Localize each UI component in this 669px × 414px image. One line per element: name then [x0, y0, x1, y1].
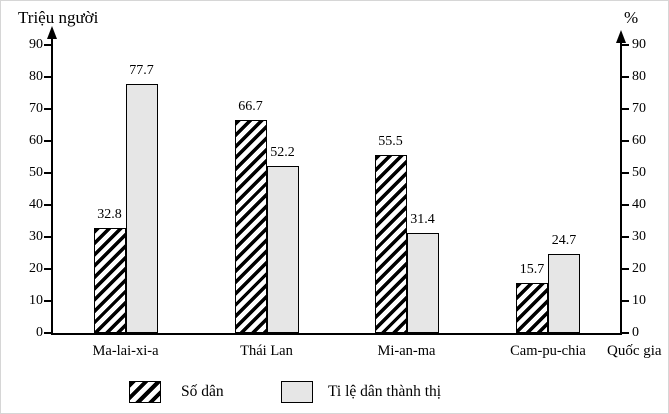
value-label: 66.7: [238, 98, 263, 114]
y-axis-right-tick-label: 10: [632, 293, 646, 308]
y-axis-left-tick: [44, 140, 51, 142]
category-label: Cam-pu-chia: [510, 343, 586, 359]
y-axis-right-tick-label: 60: [632, 133, 646, 148]
y-axis-left-tick: [44, 108, 51, 110]
bar-urban-rate-Cam-pu-chia: [548, 253, 580, 333]
y-axis-right-tick: [622, 108, 629, 110]
value-label: 55.5: [378, 134, 403, 150]
y-axis-left-tick-label: 80: [29, 69, 43, 84]
value-label: 31.4: [410, 211, 435, 227]
y-axis-left-line: [51, 37, 53, 335]
bar-urban-rate-Mi-an-ma: [406, 232, 439, 333]
y-axis-right-tick: [622, 44, 629, 46]
value-label: 24.7: [551, 232, 577, 248]
y-axis-left-arrow: [47, 26, 57, 39]
y-axis-right-tick: [622, 204, 629, 206]
x-axis-line: [51, 333, 622, 335]
y-axis-left-tick: [44, 332, 51, 334]
bar-urban-rate-Ma-lai-xi-a: [125, 84, 158, 333]
y-axis-left-tick: [44, 204, 51, 206]
category-label: Thái Lan: [240, 343, 293, 359]
y-axis-left-tick-label: 70: [29, 101, 43, 116]
left-axis-title: Triệu người: [18, 8, 99, 27]
y-axis-right-line: [620, 41, 622, 335]
value-label: 52.2: [270, 144, 295, 160]
y-axis-right-tick: [622, 76, 629, 78]
y-axis-left-tick-label: 0: [36, 325, 43, 340]
y-axis-right-tick: [622, 332, 629, 334]
y-axis-left-tick-label: 60: [29, 133, 43, 148]
y-axis-right-tick-label: 80: [632, 69, 646, 84]
y-axis-left-tick: [44, 268, 51, 270]
y-axis-right-tick: [622, 300, 629, 302]
y-axis-right-tick-label: 70: [632, 101, 646, 116]
y-axis-right-tick-label: 20: [632, 261, 646, 276]
category-label: Ma-lai-xi-a: [92, 343, 159, 359]
y-axis-left-tick-label: 40: [29, 197, 43, 212]
category-label: Mi-an-ma: [377, 343, 436, 359]
y-axis-right-tick-label: 0: [632, 325, 639, 340]
y-axis-right-tick-label: 40: [632, 197, 646, 212]
y-axis-right-tick: [622, 268, 629, 270]
y-axis-left-tick: [44, 172, 51, 174]
right-axis-title: %: [624, 8, 639, 27]
y-axis-right-arrow: [616, 30, 626, 43]
legend-swatch-population: [129, 381, 161, 403]
y-axis-left-tick-label: 20: [29, 261, 43, 276]
y-axis-left-tick: [44, 76, 51, 78]
bar-population-Cam-pu-chia: [516, 282, 548, 333]
legend-label-urban-rate: Ti lệ dân thành thị: [328, 383, 442, 400]
bar-urban-rate-Thái Lan: [266, 165, 299, 333]
y-axis-left-tick-label: 10: [29, 293, 43, 308]
y-axis-left-tick-label: 90: [29, 37, 43, 52]
y-axis-right-tick: [622, 236, 629, 238]
bar-population-Ma-lai-xi-a: [93, 228, 126, 333]
y-axis-left-tick: [44, 300, 51, 302]
value-label: 32.8: [97, 207, 122, 223]
y-axis-right-tick-label: 30: [632, 229, 646, 244]
legend-label-population: Số dân: [181, 383, 224, 400]
y-axis-left-tick-label: 50: [29, 165, 43, 180]
x-axis-title: Quốc gia: [607, 343, 662, 359]
y-axis-right-tick-label: 90: [632, 37, 646, 52]
bar-population-Mi-an-ma: [374, 155, 407, 333]
y-axis-right-tick: [622, 172, 629, 174]
y-axis-left-tick: [44, 236, 51, 238]
legend-swatch-urban-rate: [281, 381, 313, 403]
y-axis-right-tick-label: 50: [632, 165, 646, 180]
value-label: 77.7: [129, 63, 154, 79]
y-axis-left-tick: [44, 44, 51, 46]
bar-population-Thái Lan: [234, 119, 267, 333]
y-axis-left-tick-label: 30: [29, 229, 43, 244]
y-axis-right-tick: [622, 140, 629, 142]
value-label: 15.7: [519, 261, 545, 277]
